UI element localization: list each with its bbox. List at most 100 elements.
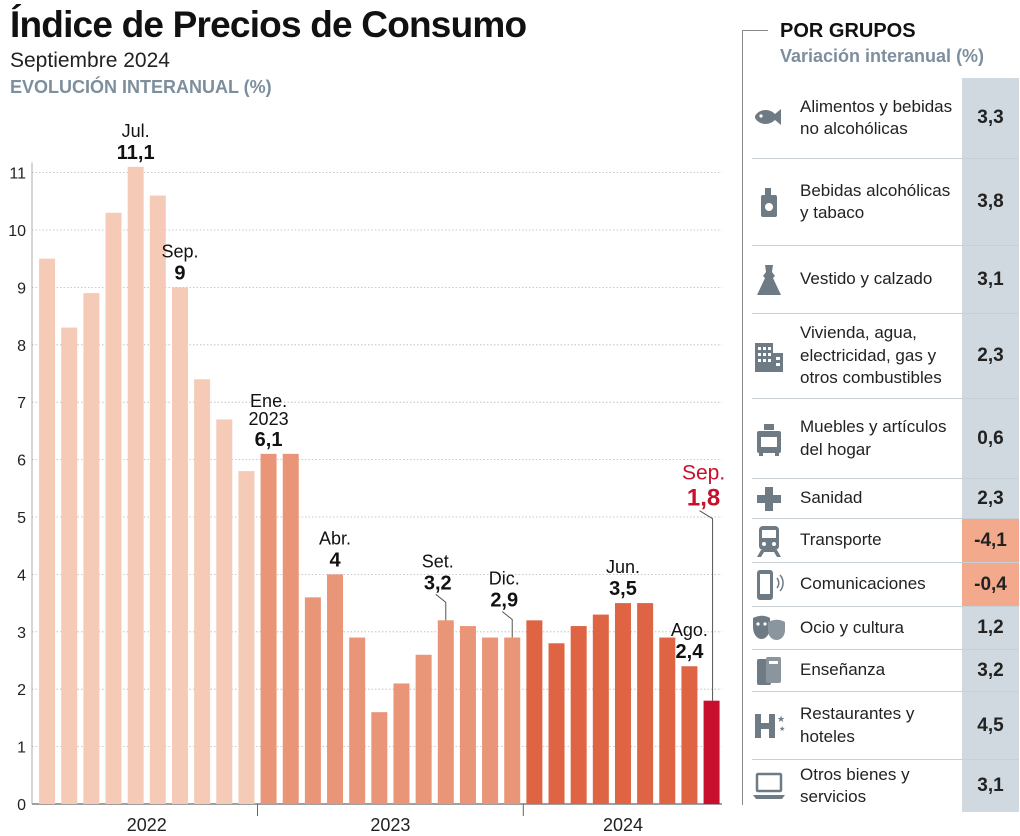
group-value: 3,1 [977,268,1004,290]
group-value: 2,3 [977,487,1004,509]
y-tick-label: 10 [8,223,26,240]
annotation-month: Jul. [122,121,150,141]
bar-4 [105,212,122,804]
annotation-month: Abr. [319,528,351,548]
groups-value-band [962,78,1019,812]
fish-icon [752,101,786,135]
annotation-month: Ene. [250,391,287,411]
stove-icon [752,422,786,456]
bar-9 [216,419,233,804]
bar-1 [39,258,56,804]
page-title: Índice de Precios de Consumo [10,4,527,45]
bar-27 [614,603,631,804]
group-label: Restaurantes y hoteles [800,704,915,746]
laptop-icon [752,769,786,803]
bar-22 [504,637,521,804]
group-value: 4,5 [977,714,1004,736]
group-row: Muebles y artículos del hogar 0,6 [752,399,1019,479]
group-row: Transporte -4,1 [752,519,1019,563]
annotation-leader [435,593,447,621]
bar-11 [260,453,277,804]
group-row: Otros bienes y servicios 3,1 [752,760,1019,812]
group-value: 3,1 [977,775,1004,796]
annotation-value: 1,8 [687,485,720,512]
group-value: 3,2 [977,659,1004,681]
annotation-leader [501,611,513,638]
bar-13 [304,597,321,804]
bar-31 [703,700,720,804]
building-icon [752,339,786,373]
svg-text:★: ★ [779,725,785,733]
x-year-label: 2023 [370,815,410,835]
bar-26 [592,614,609,804]
group-row: Alimentos y bebidas no alcohólicas 3,3 [752,78,1019,159]
group-label: Vestido y calzado [800,269,933,289]
group-label: Alimentos y bebidas no alcohólicas [800,96,953,139]
annotation-value: 11,1 [117,142,155,164]
group-label: Otros bienes y servicios [800,764,910,807]
bar-25 [570,626,587,804]
annotation-value: 2,9 [490,590,518,612]
x-year-label: 2022 [127,815,167,835]
bar-29 [659,637,676,804]
svg-text:★: ★ [777,714,785,724]
bar-14 [327,574,344,804]
lighter-icon [752,185,786,219]
group-value: 3,8 [977,191,1004,212]
bar-5 [127,166,144,805]
bar-15 [349,637,366,804]
group-row: ★ ★ Restaurantes y hoteles 4,5 [752,692,1019,760]
annotation-month: Sep. [682,462,725,485]
annotation-value: 3,2 [424,572,452,594]
y-tick-label: 4 [17,567,26,584]
bar-28 [637,603,654,804]
train-icon [752,524,786,558]
bar-7 [171,287,188,804]
groups-panel-title: POR GRUPOS [780,20,916,42]
annotation-value: 9 [174,262,185,284]
group-value: 0,6 [977,427,1004,449]
x-year-label: 2024 [603,815,643,835]
group-value: -0,4 [962,563,1019,606]
group-row: Sanidad 2,3 [752,479,1019,519]
books-icon [752,654,786,688]
annotation-month: Sep. [161,241,198,261]
bar-30 [681,666,698,804]
hotel-icon: ★ ★ [752,709,786,743]
group-row: Ocio y cultura 1,2 [752,607,1019,650]
group-label: Muebles y artículos del hogar [800,417,947,459]
bar-24 [548,643,565,804]
page-subtitle: Septiembre 2024 [10,49,170,72]
phone-icon [752,568,786,602]
y-tick-label: 1 [17,740,26,757]
bar-20 [459,626,476,804]
group-label: Bebidas alcohólicas y tabaco [800,180,951,223]
annotation-value: 2,4 [676,641,705,663]
y-tick-label: 0 [17,797,26,814]
bar-21 [482,637,499,804]
group-row: Vivienda, agua, electricidad, gas y otro… [752,314,1019,399]
y-tick-label: 5 [17,510,26,527]
y-tick-label: 6 [17,453,26,470]
group-row: Enseñanza 3,2 [752,650,1019,692]
bar-2 [61,327,78,804]
panel-bracket-top [742,30,768,31]
bar-3 [83,293,100,804]
annotation-month: Ago. [671,620,708,640]
bar-16 [371,712,388,804]
group-row: Bebidas alcohólicas y tabaco 3,8 [752,159,1019,246]
groups-panel-subtitle: Variación interanual (%) [780,46,985,66]
group-label: Enseñanza [800,660,886,680]
y-tick-label: 3 [17,625,26,642]
chart-section-label: EVOLUCIÓN INTERANUAL (%) [10,77,272,97]
group-row: Vestido y calzado 3,1 [752,246,1019,314]
cross-icon [752,482,786,516]
annotation-value: 6,1 [255,429,283,451]
group-label: Transporte [800,530,882,550]
y-tick-label: 8 [17,338,26,355]
annotation-value: 3,5 [609,578,637,600]
bar-6 [149,195,166,804]
group-label: Vivienda, agua, electricidad, gas y otro… [800,323,942,388]
masks-icon [752,611,786,645]
